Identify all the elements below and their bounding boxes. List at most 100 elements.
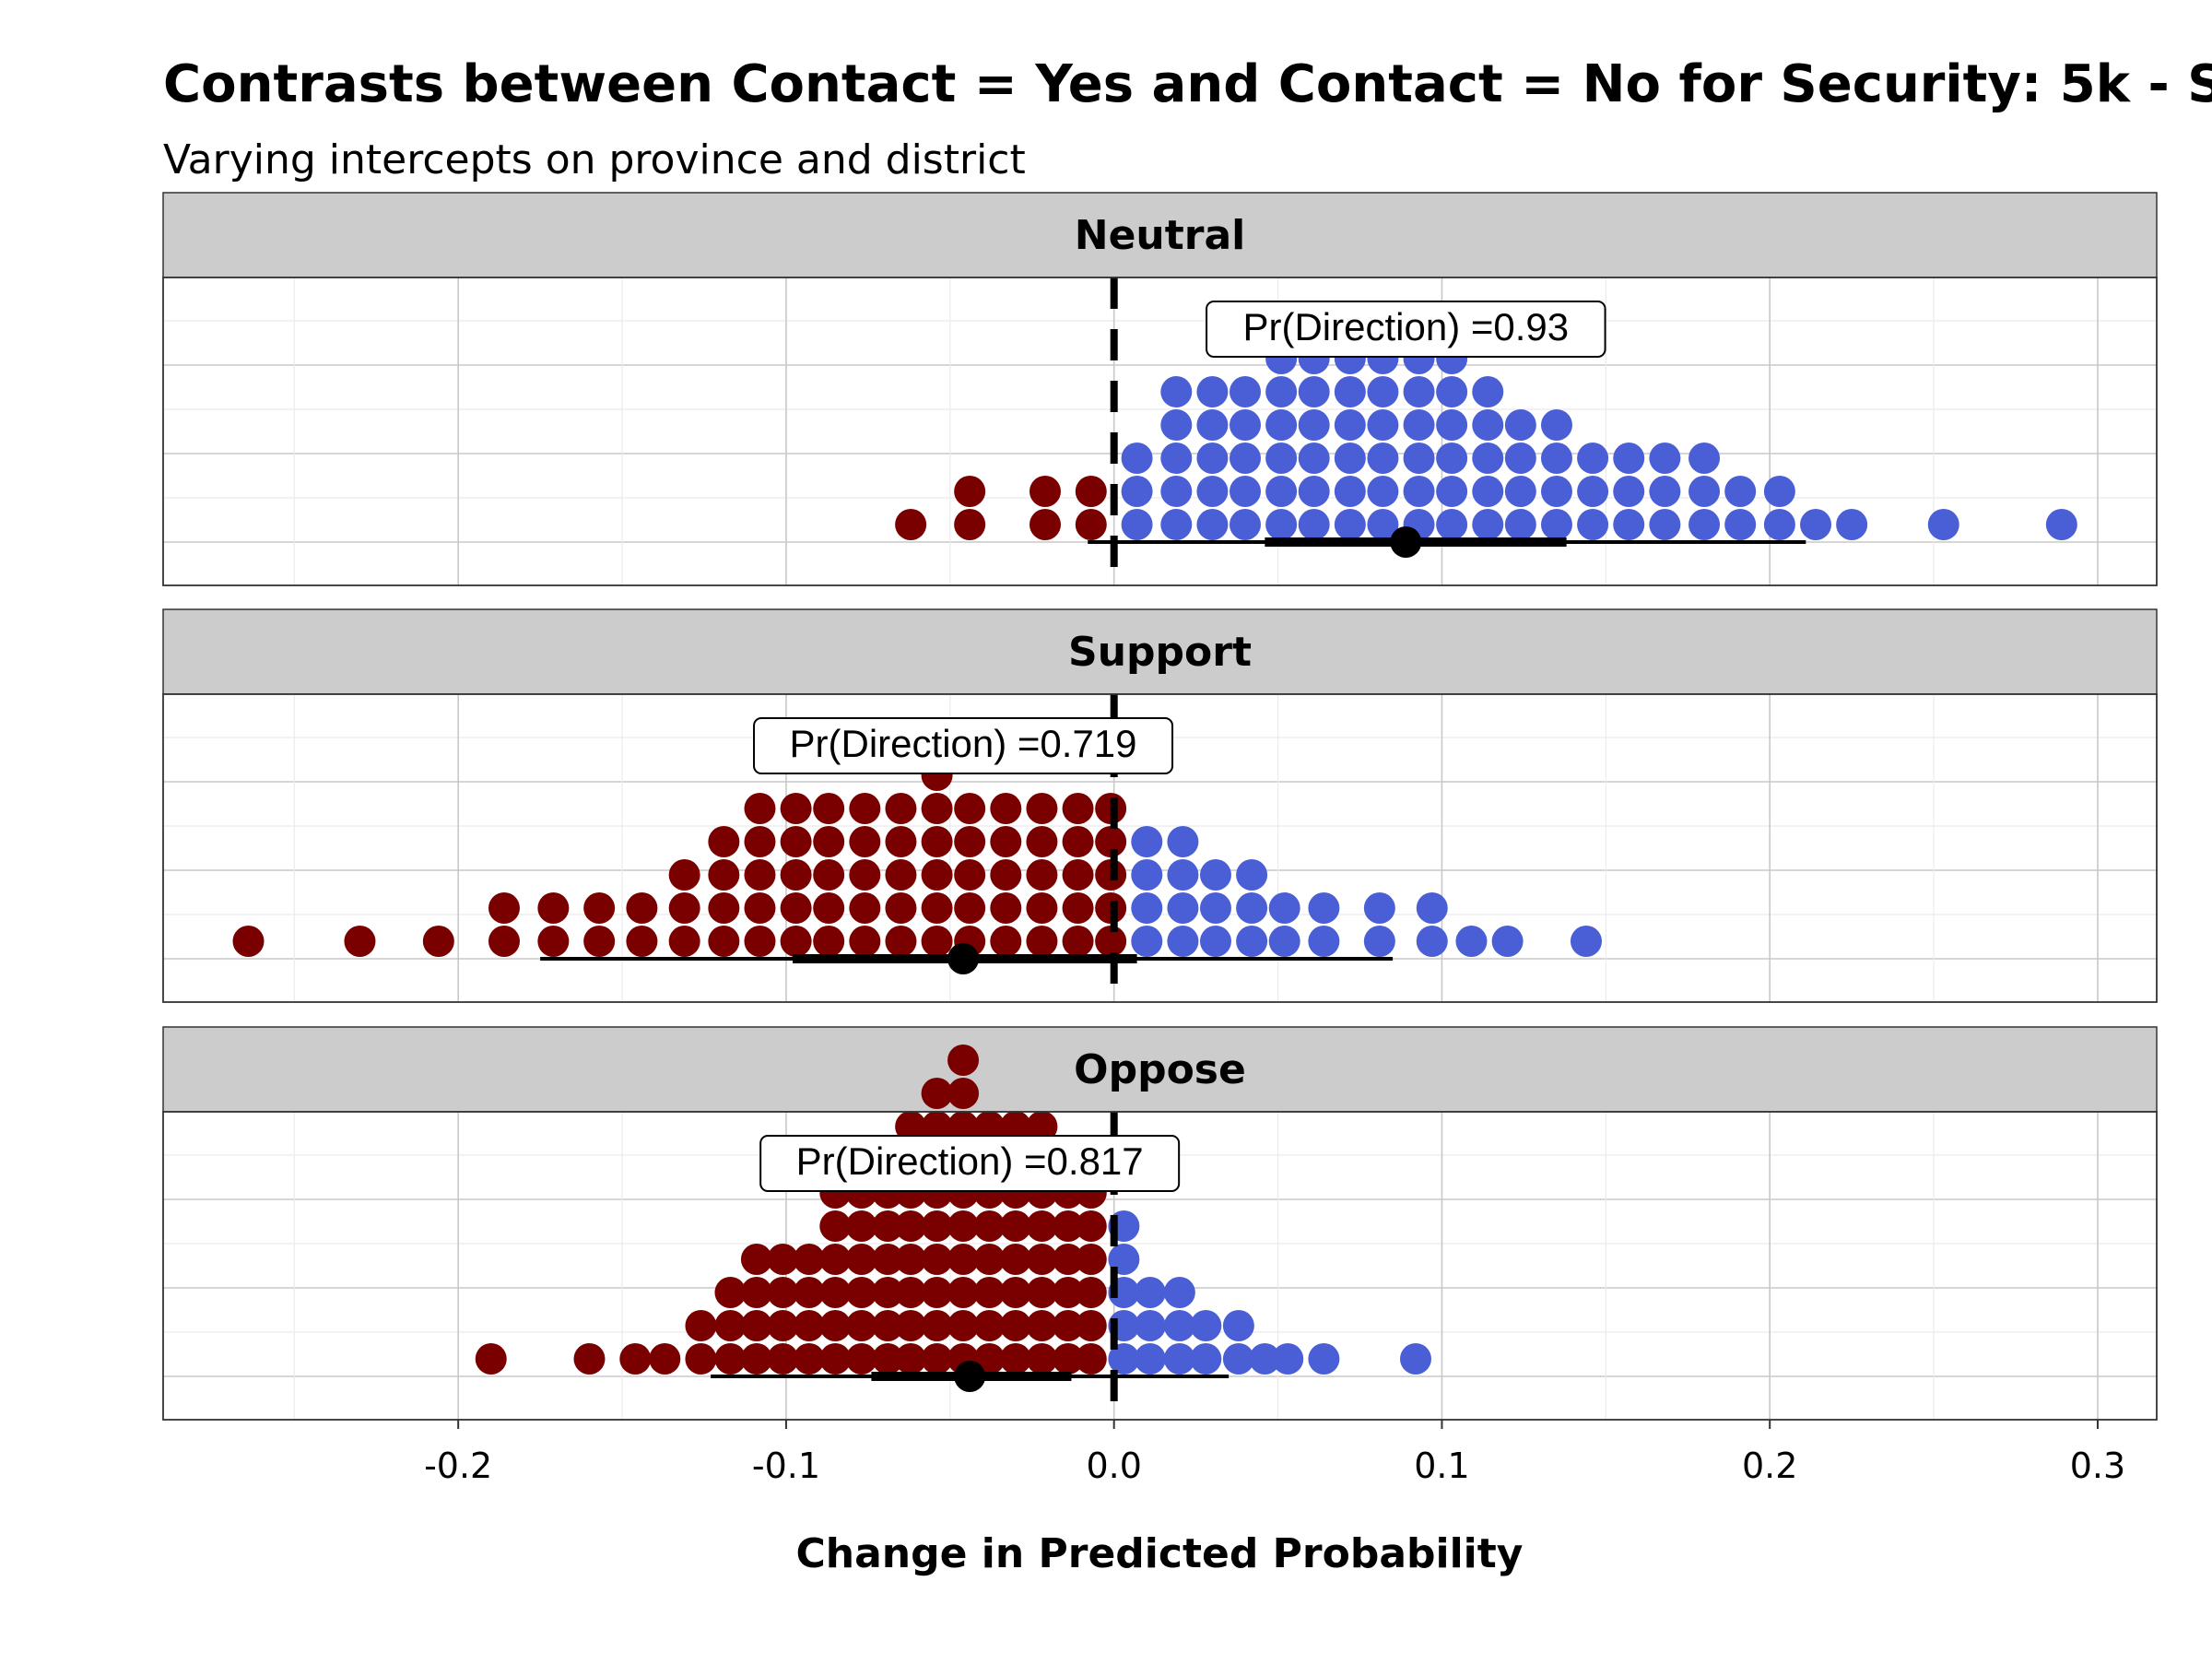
- dot-negative: [845, 1244, 877, 1275]
- dot-positive: [1131, 892, 1163, 924]
- dot-negative: [921, 892, 953, 924]
- dot-negative: [1026, 1111, 1058, 1142]
- dot-negative: [895, 1210, 927, 1242]
- dot-negative: [740, 1310, 772, 1341]
- dot-positive: [1763, 509, 1795, 540]
- dot-negative: [947, 1310, 980, 1341]
- dot-positive: [1236, 926, 1268, 957]
- dot-negative: [999, 1111, 1031, 1142]
- pr-direction-annotation: Pr(Direction) =0.93: [1206, 301, 1606, 358]
- dot-positive: [1504, 509, 1536, 540]
- dot-positive: [1436, 443, 1468, 474]
- dot-negative: [954, 793, 986, 824]
- dot-negative: [1062, 859, 1094, 891]
- dot-negative: [1062, 826, 1094, 857]
- facet-strip: [162, 608, 2158, 695]
- dot-positive: [1199, 926, 1231, 957]
- dot-positive: [1367, 376, 1399, 407]
- facet-strip: [162, 192, 2158, 278]
- dot-negative: [740, 1244, 772, 1275]
- dot-positive: [1298, 509, 1330, 540]
- dot-negative: [872, 1310, 904, 1341]
- dot-negative: [744, 859, 776, 891]
- dot-negative: [708, 892, 740, 924]
- dot-positive: [1688, 443, 1721, 474]
- dot-positive: [1436, 409, 1468, 441]
- dot-negative: [819, 1310, 852, 1341]
- dot-negative: [1062, 793, 1094, 824]
- dot-positive: [1298, 409, 1330, 441]
- dot-negative: [999, 1277, 1031, 1308]
- dot-positive: [1167, 859, 1199, 891]
- dot-negative: [921, 1210, 953, 1242]
- dot-positive: [1229, 376, 1261, 407]
- dot-negative: [708, 859, 740, 891]
- dot-positive: [1134, 1310, 1166, 1341]
- dot-negative: [744, 892, 776, 924]
- facet-strip-label: Neutral: [1075, 212, 1246, 259]
- dot-positive: [1167, 892, 1199, 924]
- dot-negative: [1029, 476, 1061, 507]
- dot-positive: [1196, 509, 1229, 540]
- dot-negative: [767, 1277, 799, 1308]
- x-tick-label: 0.3: [2070, 1446, 2125, 1486]
- dot-negative: [422, 926, 454, 957]
- dot-positive: [1163, 1343, 1195, 1375]
- dot-positive: [1367, 409, 1399, 441]
- x-axis: -0.2 -0.1 0.0 0.1 0.2 0.3: [424, 1420, 2125, 1486]
- dot-positive: [1613, 443, 1645, 474]
- dot-negative: [872, 1244, 904, 1275]
- dot-negative: [990, 892, 1022, 924]
- dot-positive: [1160, 476, 1193, 507]
- dot-positive: [1613, 509, 1645, 540]
- panel-border: [162, 1111, 2158, 1421]
- dot-negative: [895, 509, 927, 540]
- annotation-text: Pr(Direction) =0.719: [790, 722, 1137, 765]
- dot-positive: [1403, 376, 1435, 407]
- dot-negative: [344, 926, 376, 957]
- dot-negative: [849, 826, 881, 857]
- dot-positive: [1455, 926, 1488, 957]
- dot-positive: [1298, 476, 1330, 507]
- dot-negative: [685, 1310, 717, 1341]
- dot-positive: [1163, 1277, 1195, 1308]
- dot-negative: [819, 1244, 852, 1275]
- dot-negative: [895, 1310, 927, 1341]
- dot-negative: [954, 826, 986, 857]
- dot-negative: [954, 892, 986, 924]
- dot-negative: [537, 926, 570, 957]
- dot-negative: [475, 1343, 507, 1375]
- dot-negative: [973, 1111, 1006, 1142]
- dot-negative: [1095, 826, 1127, 857]
- dot-positive: [1577, 476, 1609, 507]
- dot-positive: [1334, 476, 1366, 507]
- dot-negative: [895, 1244, 927, 1275]
- dot-negative: [1026, 1343, 1058, 1375]
- dot-positive: [1416, 892, 1448, 924]
- dot-positive: [1540, 476, 1572, 507]
- facet-strip-label: Support: [1068, 629, 1252, 676]
- dot-negative: [885, 892, 917, 924]
- dot-negative: [813, 859, 845, 891]
- dot-positive: [1131, 859, 1163, 891]
- dot-negative: [947, 1044, 980, 1076]
- dot-negative: [1052, 1210, 1084, 1242]
- facet-strip: [162, 1026, 2158, 1113]
- dot-negative: [668, 859, 700, 891]
- dot-negative: [819, 1277, 852, 1308]
- pr-direction-annotation: Pr(Direction) =0.817: [759, 1135, 1181, 1192]
- dot-positive: [1334, 443, 1366, 474]
- dot-positive: [1222, 1343, 1254, 1375]
- dot-positive: [1724, 509, 1757, 540]
- dot-positive: [1367, 476, 1399, 507]
- dot-negative: [1075, 1310, 1107, 1341]
- dot-negative: [668, 892, 700, 924]
- point-estimate: [947, 943, 980, 974]
- dot-positive: [1265, 376, 1298, 407]
- annotation-box: [759, 1135, 1181, 1192]
- dot-positive: [1334, 376, 1366, 407]
- dot-negative: [573, 1343, 606, 1375]
- point-estimate: [954, 1361, 986, 1392]
- dot-positive: [1491, 926, 1524, 957]
